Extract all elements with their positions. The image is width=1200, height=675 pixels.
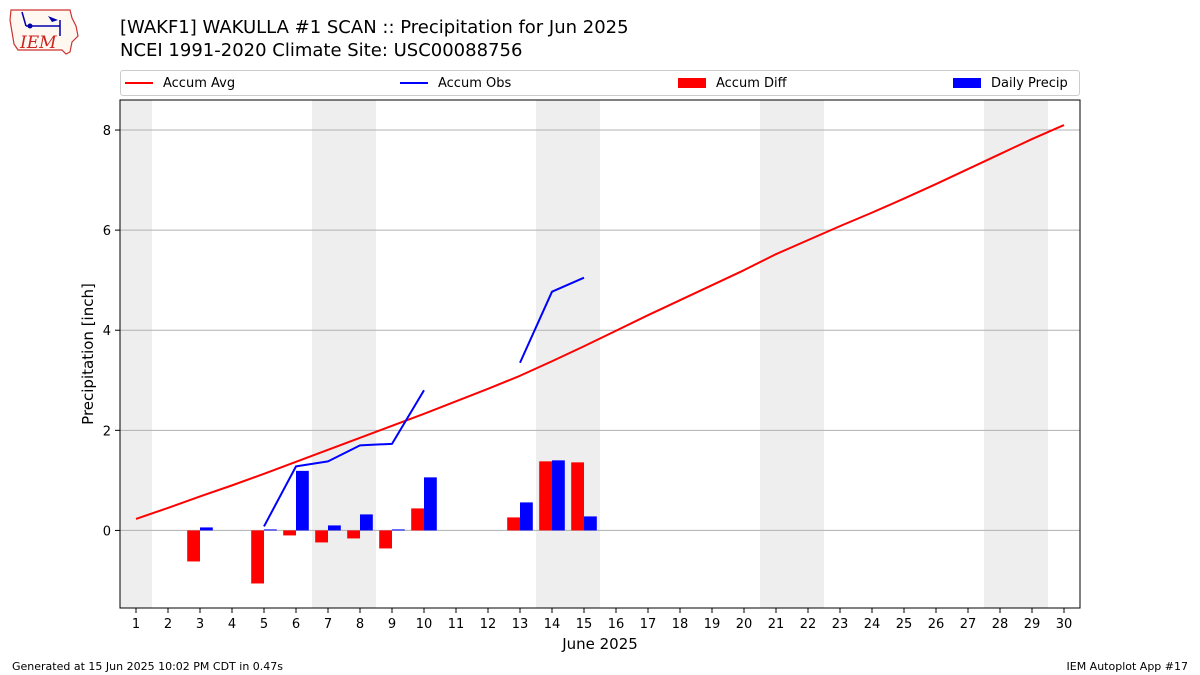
x-tick-label: 11 [448, 617, 465, 632]
iowa-outline-icon [9, 9, 79, 55]
x-tick-label: 25 [896, 617, 913, 632]
y-tick-label: 6 [103, 224, 111, 239]
x-tick-label: 29 [1024, 617, 1041, 632]
accum-diff-bar [507, 517, 520, 531]
daily-precip-bar [360, 514, 373, 531]
accum-diff-bar [315, 530, 328, 543]
chart-subtitle: NCEI 1991-2020 Climate Site: USC00088756 [120, 40, 523, 61]
x-tick-label: 6 [292, 617, 300, 632]
x-tick-label: 30 [1056, 617, 1073, 632]
weekend-band [984, 100, 1048, 608]
footer-generated: Generated at 15 Jun 2025 10:02 PM CDT in… [12, 660, 284, 673]
accum-avg-line [135, 124, 1065, 520]
x-tick-label: 12 [480, 617, 497, 632]
y-tick-label: 4 [103, 324, 111, 339]
daily-precip-bar [296, 470, 309, 531]
y-axis-label: Precipitation [inch] [79, 283, 97, 425]
weekend-shading [120, 100, 1048, 608]
x-tick-label: 3 [196, 617, 204, 632]
y-tick-label: 0 [103, 524, 111, 539]
x-tick-label: 19 [704, 617, 721, 632]
gridlines [120, 129, 1080, 531]
x-tick-label: 13 [512, 617, 529, 632]
x-tick-label: 17 [640, 617, 657, 632]
weekend-band [312, 100, 376, 608]
chart-title: [WAKF1] WAKULLA #1 SCAN :: Precipitation… [120, 17, 629, 38]
legend-swatch-accum-avg [125, 82, 153, 84]
legend-item-accum-avg: Accum Avg [125, 74, 235, 92]
x-tick-label: 1 [132, 617, 140, 632]
daily-precip-bar [392, 529, 405, 531]
accum-diff-bar [571, 462, 584, 531]
x-tick-label: 23 [832, 617, 849, 632]
legend-swatch-accum-diff [678, 78, 706, 88]
weekend-band [536, 100, 600, 608]
x-tick-label: 21 [768, 617, 785, 632]
legend-label: Accum Obs [438, 75, 512, 91]
x-tick-label: 24 [864, 617, 881, 632]
accum-diff-bar [283, 530, 296, 536]
accum-diff-bar [187, 530, 200, 562]
weekend-band [760, 100, 824, 608]
daily-precip-bar [552, 460, 565, 531]
x-tick-label: 28 [992, 617, 1009, 632]
x-tick-label: 15 [576, 617, 593, 632]
x-tick-label: 22 [800, 617, 817, 632]
legend-swatch-accum-obs [400, 82, 428, 84]
footer-app: IEM Autoplot App #17 [1066, 660, 1189, 673]
y-tick-label: 8 [103, 124, 111, 139]
accum-diff-bar [251, 530, 264, 584]
x-axis-ticks: 1 2 3 4 5 6 7 8 9 10 11 12 13 14 15 16 17 18 19 20 21 22 23 24 2… [132, 608, 1072, 632]
y-tick-label: 2 [103, 424, 111, 439]
x-tick-label: 9 [388, 617, 396, 632]
x-tick-label: 10 [416, 617, 433, 632]
daily-precip-bar [424, 477, 437, 531]
weekend-band [120, 100, 152, 608]
accum-diff-bar [411, 508, 424, 531]
x-tick-label: 4 [228, 617, 236, 632]
x-tick-label: 20 [736, 617, 753, 632]
x-tick-label: 26 [928, 617, 945, 632]
x-tick-label: 8 [356, 617, 364, 632]
lines [135, 124, 1065, 527]
legend-label: Daily Precip [991, 75, 1068, 91]
y-axis-ticks: 0 2 4 6 8 [103, 124, 120, 539]
daily-precip-bar [584, 516, 597, 531]
daily-precip-bar [328, 525, 341, 531]
legend: Accum Avg Accum Obs Accum Diff Daily Pre… [120, 70, 1080, 96]
bars [187, 460, 597, 584]
x-axis-label: June 2025 [561, 635, 638, 653]
legend-swatch-daily-precip [953, 78, 981, 88]
legend-item-accum-obs: Accum Obs [400, 74, 511, 92]
x-tick-label: 27 [960, 617, 977, 632]
accum-diff-bar [379, 530, 392, 549]
x-tick-label: 16 [608, 617, 625, 632]
daily-precip-bar [264, 529, 277, 531]
daily-precip-bar [200, 527, 213, 531]
accum-diff-bar [539, 461, 552, 531]
daily-precip-bar [520, 502, 533, 531]
x-tick-label: 2 [164, 617, 172, 632]
accum-obs-line [263, 389, 425, 527]
legend-label: Accum Diff [716, 75, 787, 91]
legend-item-daily-precip: Daily Precip [953, 74, 1068, 92]
iem-logo: IEM [9, 9, 79, 55]
x-tick-label: 14 [544, 617, 561, 632]
legend-label: Accum Avg [163, 75, 236, 91]
x-tick-label: 18 [672, 617, 689, 632]
x-tick-label: 7 [324, 617, 332, 632]
legend-item-accum-diff: Accum Diff [678, 74, 787, 92]
x-tick-label: 5 [260, 617, 268, 632]
accum-obs-line [519, 276, 585, 364]
accum-diff-bar [347, 530, 360, 539]
logo-text: IEM [19, 33, 57, 53]
plot-frame [119, 99, 1081, 609]
